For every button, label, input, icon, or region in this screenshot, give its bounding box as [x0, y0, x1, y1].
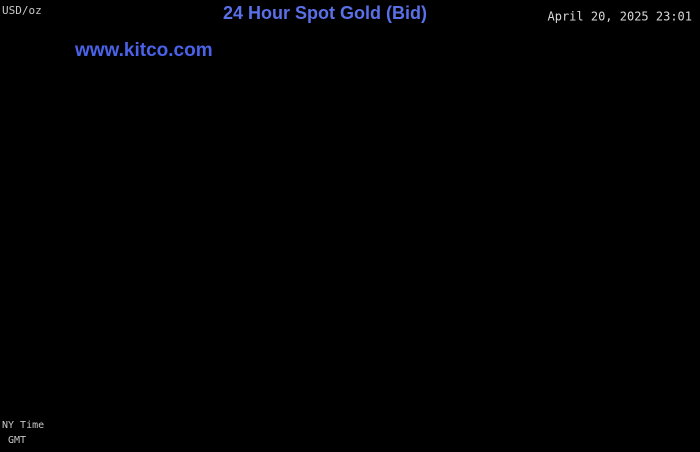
- chart-title: 24 Hour Spot Gold (Bid): [223, 3, 427, 23]
- x2-axis-label: GMT: [8, 435, 26, 446]
- watermark: www.kitco.com: [74, 40, 213, 61]
- y-axis-label: USD/oz: [2, 4, 42, 17]
- x-axis-label: NY Time: [2, 420, 44, 431]
- label-layer: USD/oz 24 Hour Spot Gold (Bid) April 20,…: [2, 3, 692, 446]
- date-label: April 20, 2025 23:01: [548, 10, 693, 24]
